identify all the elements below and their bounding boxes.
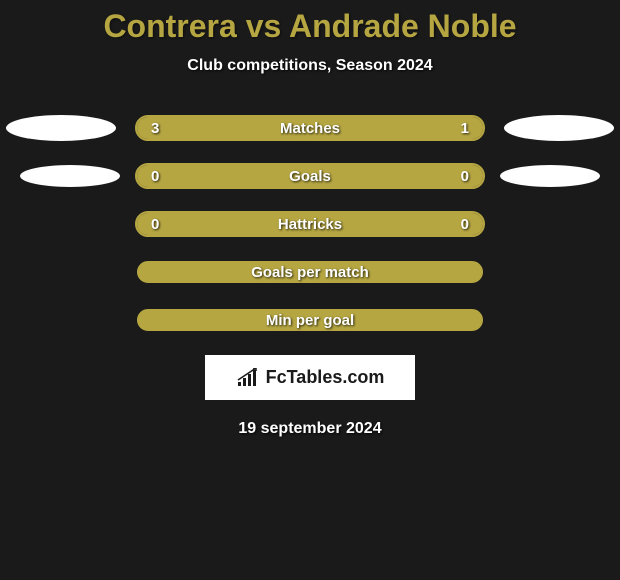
logo-box: FcTables.com <box>205 355 415 400</box>
bar-text: 3 Matches 1 <box>137 117 483 139</box>
main-container: Contrera vs Andrade Noble Club competiti… <box>0 0 620 580</box>
empty-bar: Min per goal <box>137 309 483 331</box>
stat-row-goals: 0 Goals 0 <box>0 163 620 189</box>
logo-text: FcTables.com <box>266 367 385 388</box>
stat-right-value: 0 <box>461 216 469 233</box>
stat-row-goals-per-match: Goals per match <box>0 259 620 285</box>
empty-bar: Goals per match <box>137 261 483 283</box>
stat-left-value: 0 <box>151 216 159 233</box>
bar-container: 0 Goals 0 <box>135 163 485 189</box>
stat-left-value: 3 <box>151 120 159 137</box>
bar-text: 0 Goals 0 <box>137 165 483 187</box>
avatar-left <box>6 115 116 141</box>
stat-label: Hattricks <box>278 216 342 233</box>
stat-right-value: 1 <box>461 120 469 137</box>
avatar-left <box>20 165 120 187</box>
stats-area: 3 Matches 1 0 Goals 0 <box>0 115 620 333</box>
stat-row-min-per-goal: Min per goal <box>0 307 620 333</box>
stat-left-value: 0 <box>151 168 159 185</box>
stat-right-value: 0 <box>461 168 469 185</box>
stat-label: Goals <box>289 168 331 185</box>
chart-icon <box>236 368 262 388</box>
bar-container: 0 Hattricks 0 <box>135 211 485 237</box>
stat-label: Min per goal <box>266 312 354 329</box>
stat-label: Matches <box>280 120 340 137</box>
stat-label: Goals per match <box>251 264 369 281</box>
avatar-right <box>504 115 614 141</box>
stat-row-hattricks: 0 Hattricks 0 <box>0 211 620 237</box>
bar-container: 3 Matches 1 <box>135 115 485 141</box>
stat-row-matches: 3 Matches 1 <box>0 115 620 141</box>
avatar-right <box>500 165 600 187</box>
date-text: 19 september 2024 <box>238 420 381 438</box>
subtitle: Club competitions, Season 2024 <box>187 57 432 75</box>
page-title: Contrera vs Andrade Noble <box>103 8 516 45</box>
bar-text: 0 Hattricks 0 <box>137 213 483 235</box>
